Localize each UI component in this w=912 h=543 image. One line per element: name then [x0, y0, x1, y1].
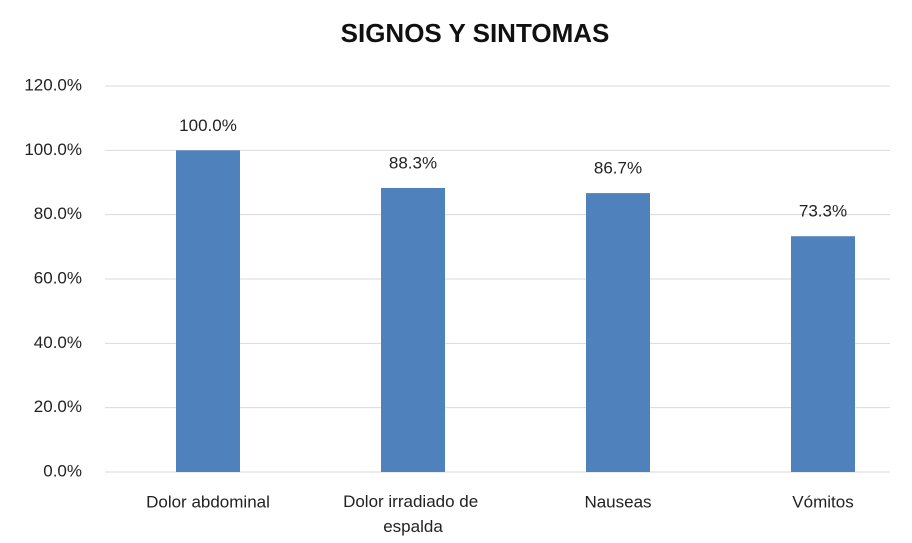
data-label: 86.7%: [594, 159, 642, 178]
x-tick-label: Nauseas: [584, 492, 651, 511]
y-tick-label: 80.0%: [34, 204, 82, 223]
data-label: 88.3%: [389, 153, 437, 172]
y-tick-label: 100.0%: [24, 140, 82, 159]
y-tick-label: 60.0%: [34, 268, 82, 287]
y-tick-label: 0.0%: [43, 461, 82, 480]
chart-title: SIGNOS Y SINTOMAS: [341, 18, 610, 48]
bar: [586, 193, 650, 473]
bar: [381, 187, 445, 473]
y-tick-label: 120.0%: [24, 75, 82, 94]
bar: [791, 236, 855, 472]
bar: [176, 150, 240, 473]
data-label: 73.3%: [799, 202, 847, 221]
x-tick-label: Vómitos: [792, 492, 853, 511]
data-label: 100.0%: [179, 116, 237, 135]
x-tick-label: Dolor irradiado de espalda: [343, 492, 483, 536]
x-tick-label: Dolor abdominal: [146, 492, 270, 511]
y-tick-label: 20.0%: [34, 397, 82, 416]
y-tick-label: 40.0%: [34, 333, 82, 352]
